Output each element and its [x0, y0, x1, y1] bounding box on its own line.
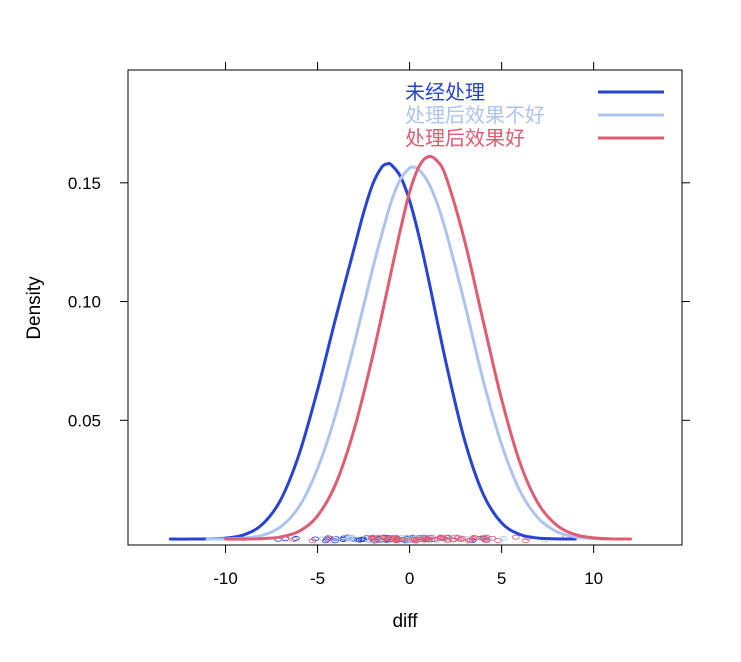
series-line-2 — [224, 154, 632, 541]
series-line-1 — [205, 165, 614, 541]
rug-point — [436, 535, 444, 541]
x-tick-label: -5 — [310, 569, 325, 588]
rug-point — [416, 537, 425, 542]
rug-point — [365, 535, 374, 540]
rug-point — [439, 535, 448, 541]
rug-point — [331, 536, 340, 542]
rug-point — [511, 534, 520, 540]
y-tick-label: 0.15 — [68, 174, 101, 193]
rug-point — [480, 536, 489, 542]
rug-point — [393, 537, 401, 543]
rug-point — [289, 537, 298, 542]
plot-frame — [127, 69, 683, 546]
rug-point — [488, 535, 497, 541]
rug-point — [471, 535, 480, 541]
rug-marks — [239, 534, 571, 544]
rug-point — [308, 538, 317, 544]
rug-point — [482, 538, 491, 543]
rug-point — [355, 537, 364, 543]
rug-point — [331, 538, 339, 544]
rug-point — [398, 537, 407, 543]
y-tick-label: 0.05 — [68, 411, 101, 430]
x-tick-label: 0 — [405, 569, 414, 588]
rug-point — [424, 537, 433, 543]
rug-point — [371, 538, 380, 544]
rug-point — [521, 538, 530, 544]
y-tick-label: 0.10 — [68, 293, 101, 312]
rug-point — [292, 536, 300, 541]
legend-label-0: 未经处理 — [405, 80, 485, 104]
rug-point — [332, 535, 341, 541]
rug-point — [421, 537, 430, 543]
rug-point — [454, 535, 462, 540]
series-line-0 — [168, 161, 577, 541]
x-tick-label: -10 — [213, 569, 238, 588]
rug-point — [410, 536, 419, 542]
x-axis-label: diff — [392, 611, 418, 632]
rug-point — [347, 534, 356, 540]
density-curves — [168, 154, 632, 541]
rug-point — [326, 535, 335, 541]
legend-label-2: 处理后效果好 — [405, 126, 525, 150]
rug-point — [494, 538, 502, 543]
rug-point — [499, 535, 508, 541]
x-tick-label: 5 — [497, 569, 506, 588]
legend-label-1: 处理后效果不好 — [405, 103, 545, 127]
rug-point — [384, 535, 393, 541]
x-tick-label: 10 — [584, 569, 603, 588]
tick-labels: -10 -5 0 5 10 0.05 0.10 0.15 — [68, 174, 603, 588]
rug-point — [466, 537, 475, 543]
rug-point — [380, 535, 389, 541]
axis-ticks — [120, 62, 690, 553]
y-axis-label: Density — [24, 276, 45, 340]
rug-point — [427, 537, 436, 543]
